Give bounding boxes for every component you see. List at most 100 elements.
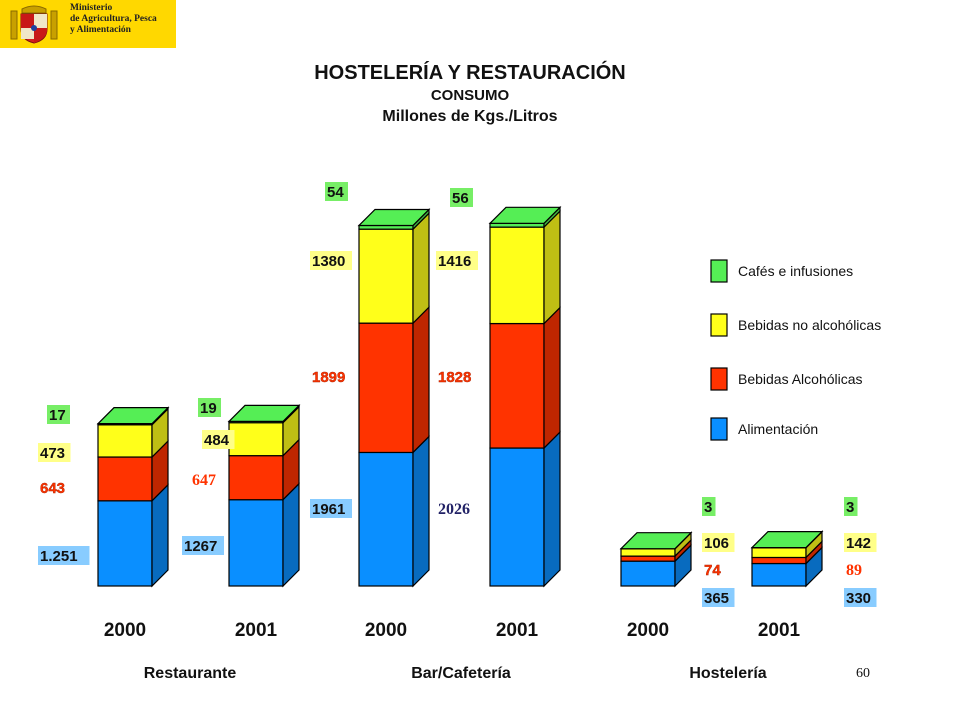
- legend-label: Bebidas Alcohólicas: [738, 371, 863, 387]
- bar-segment-bebidas-alcoholicas: [751, 556, 807, 565]
- ministry-name: Ministerio de Agricultura, Pesca y Alime…: [70, 3, 174, 36]
- data-label: 54: [327, 184, 344, 201]
- bar-segment-bebidas-no-alcoholicas: [228, 422, 284, 457]
- data-label-badge: [844, 497, 858, 516]
- data-label: 74: [704, 562, 721, 579]
- bar-top-cafes-e-infusiones: [96, 407, 170, 425]
- bar-top-cafes-e-infusiones: [488, 206, 562, 224]
- bar-segment-alimentacion: [751, 562, 807, 587]
- x-tick-label: 2001: [758, 620, 801, 641]
- data-label: 330: [846, 590, 871, 607]
- data-label-badge: [844, 533, 877, 552]
- bar-segment-bebidas-no-alcoholicas: [489, 226, 545, 325]
- chart-title: HOSTELERÍA Y RESTAURACIÓN: [314, 62, 626, 84]
- x-tick-label: 2001: [235, 620, 278, 641]
- data-label-badge: [38, 478, 71, 497]
- bar-top-cafes-e-infusiones: [619, 532, 693, 550]
- data-label: 1961: [312, 501, 345, 518]
- data-label-badge: [310, 367, 352, 386]
- data-label: 89: [846, 562, 862, 579]
- group-label: Restaurante: [144, 665, 237, 682]
- data-label: 56: [452, 190, 469, 207]
- bar-side-alimentacion: [543, 430, 561, 588]
- ministry-line: y Alimentación: [70, 25, 131, 35]
- bar-segment-alimentacion: [620, 560, 676, 587]
- coat-of-arms-icon: [10, 5, 58, 44]
- data-label: 643: [40, 480, 65, 497]
- data-label-badge: [202, 430, 235, 449]
- data-label-badge: [47, 405, 70, 424]
- data-label-badge: [702, 533, 735, 552]
- bar-segment-alimentacion: [97, 500, 153, 587]
- chart-unit: Millones de Kgs./Litros: [382, 108, 558, 125]
- legend-label: Cafés e infusiones: [738, 263, 853, 279]
- data-label-badge: [182, 536, 224, 555]
- data-label: 1416: [438, 253, 471, 270]
- bar-top-cafes-e-infusiones: [750, 530, 824, 549]
- data-label-badge: [702, 497, 716, 516]
- ministry-line: de Agricultura, Pesca: [70, 14, 157, 24]
- data-label-badge: [325, 182, 348, 201]
- bar-segment-alimentacion: [358, 451, 414, 587]
- ministry-logo: Ministerio de Agricultura, Pesca y Alime…: [0, 0, 176, 48]
- data-label: 106: [704, 535, 729, 552]
- data-label-badge: [198, 398, 221, 417]
- bar-segment-bebidas-no-alcoholicas: [620, 548, 676, 557]
- bar-segment-alimentacion: [228, 499, 284, 587]
- bar-segment-bebidas-no-alcoholicas: [97, 424, 153, 458]
- bar-side-bebidas-alcoholicas: [412, 305, 430, 454]
- data-label: 365: [704, 590, 729, 607]
- bar-segment-bebidas-no-alcoholicas: [751, 547, 807, 559]
- data-label-badge: [436, 251, 478, 270]
- data-label-badge: [38, 443, 71, 462]
- data-label: 1899: [312, 369, 345, 386]
- legend-label: Alimentación: [738, 421, 818, 437]
- bar-side-alimentacion: [282, 482, 300, 588]
- x-tick-label: 2000: [104, 620, 146, 641]
- ministry-line: Ministerio: [70, 3, 113, 13]
- bar-segment-bebidas-alcoholicas: [228, 455, 284, 501]
- x-tick-label: 2001: [496, 620, 539, 641]
- data-label: 3: [846, 499, 854, 516]
- chart-heading: HOSTELERÍA Y RESTAURACIÓN CONSUMO Millon…: [170, 60, 770, 128]
- page-number: 60: [856, 666, 870, 681]
- data-label: 1267: [184, 538, 217, 555]
- data-label: 3: [704, 499, 712, 516]
- bar-segment-alimentacion: [489, 447, 545, 587]
- data-label-badge: [310, 499, 352, 518]
- bar-side-bebidas-no-alcoholicas: [543, 209, 561, 325]
- x-tick-label: 2000: [627, 620, 669, 641]
- legend-swatch: [710, 259, 728, 283]
- bar-side-bebidas-alcoholicas: [543, 306, 561, 450]
- legend-swatch: [710, 417, 728, 441]
- group-label: Hostelería: [689, 665, 766, 682]
- data-label: 1380: [312, 253, 345, 270]
- legend-swatch: [710, 313, 728, 337]
- data-label: 1828: [438, 369, 471, 386]
- chart-subtitle: CONSUMO: [430, 87, 510, 104]
- data-label: 2026: [438, 501, 470, 518]
- data-label-badge: [702, 560, 725, 579]
- data-label-badge: [436, 367, 478, 386]
- data-label-badge: [450, 188, 473, 207]
- bar-segment-bebidas-alcoholicas: [489, 322, 545, 449]
- data-label: 19: [200, 400, 217, 417]
- bar-segment-bebidas-no-alcoholicas: [358, 228, 414, 324]
- data-label-badge: [702, 588, 735, 607]
- legend-label: Bebidas no alcohólicas: [738, 317, 881, 333]
- bar-segment-bebidas-alcoholicas: [358, 322, 414, 454]
- bar-top-cafes-e-infusiones: [357, 208, 431, 227]
- data-label: 17: [49, 407, 66, 424]
- data-label: 1.251: [40, 548, 78, 565]
- x-tick-label: 2000: [365, 620, 407, 641]
- bar-side-alimentacion: [412, 435, 430, 588]
- bar-top-cafes-e-infusiones: [227, 404, 301, 423]
- bar-side-alimentacion: [151, 483, 169, 588]
- data-label-badge: [38, 546, 90, 565]
- bar-side-bebidas-no-alcoholicas: [412, 211, 430, 325]
- data-label-badge: [844, 588, 877, 607]
- bar-segment-bebidas-alcoholicas: [620, 555, 676, 562]
- data-label: 142: [846, 535, 871, 552]
- group-label: Bar/Cafetería: [411, 665, 511, 682]
